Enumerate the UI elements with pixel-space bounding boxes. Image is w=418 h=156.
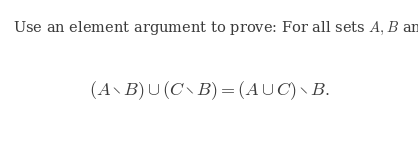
Text: Use an element argument to prove: For all sets $A, B$ and $C$:: Use an element argument to prove: For al…: [13, 19, 418, 37]
Text: $(A \setminus B) \cup (C \setminus B) = (A \cup C) \setminus B.$: $(A \setminus B) \cup (C \setminus B) = …: [89, 79, 329, 102]
